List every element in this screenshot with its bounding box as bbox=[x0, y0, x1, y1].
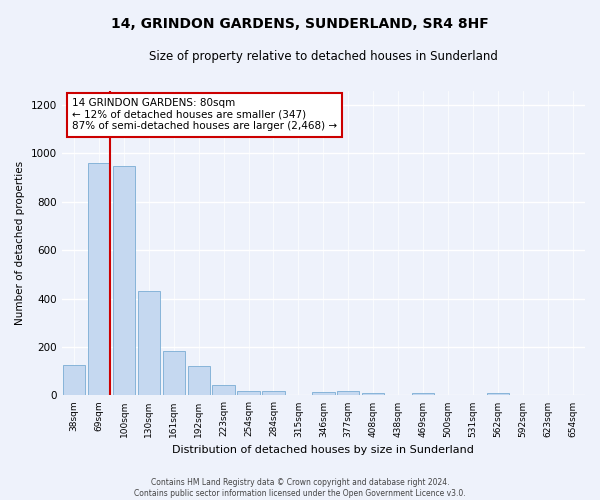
X-axis label: Distribution of detached houses by size in Sunderland: Distribution of detached houses by size … bbox=[172, 445, 474, 455]
Bar bbox=[137, 292, 160, 396]
Bar bbox=[188, 366, 210, 396]
Bar bbox=[312, 392, 335, 396]
Bar bbox=[238, 390, 260, 396]
Bar bbox=[337, 390, 359, 396]
Bar bbox=[412, 393, 434, 396]
Bar bbox=[212, 384, 235, 396]
Bar bbox=[163, 350, 185, 396]
Bar bbox=[63, 365, 85, 396]
Text: Contains HM Land Registry data © Crown copyright and database right 2024.
Contai: Contains HM Land Registry data © Crown c… bbox=[134, 478, 466, 498]
Y-axis label: Number of detached properties: Number of detached properties bbox=[15, 161, 25, 325]
Text: 14, GRINDON GARDENS, SUNDERLAND, SR4 8HF: 14, GRINDON GARDENS, SUNDERLAND, SR4 8HF bbox=[111, 18, 489, 32]
Bar bbox=[362, 393, 385, 396]
Bar bbox=[113, 166, 135, 396]
Title: Size of property relative to detached houses in Sunderland: Size of property relative to detached ho… bbox=[149, 50, 498, 63]
Bar bbox=[88, 163, 110, 396]
Bar bbox=[487, 393, 509, 396]
Bar bbox=[262, 390, 285, 396]
Text: 14 GRINDON GARDENS: 80sqm
← 12% of detached houses are smaller (347)
87% of semi: 14 GRINDON GARDENS: 80sqm ← 12% of detac… bbox=[72, 98, 337, 132]
